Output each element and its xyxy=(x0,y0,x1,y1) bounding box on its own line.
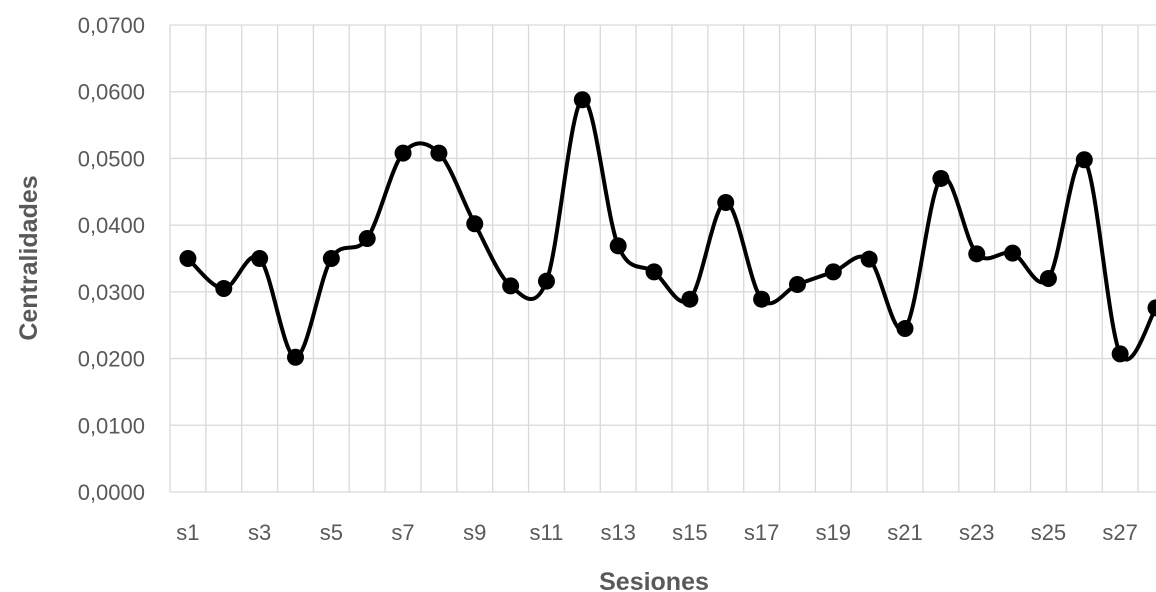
x-axis-ticks: s1 s3 s5 s7 s9 s11 s13 s15 s17 s19 s21 s23 s25 s27 xyxy=(176,520,1138,545)
data-point-s24 xyxy=(1004,244,1022,262)
y-tick-label: 0,0300 xyxy=(78,280,145,305)
x-tick-label: s9 xyxy=(463,520,486,545)
data-point-s17 xyxy=(753,290,771,308)
data-point-s10 xyxy=(502,277,520,295)
x-tick-label: s13 xyxy=(600,520,635,545)
data-point-s7 xyxy=(394,144,412,162)
y-tick-label: 0,0600 xyxy=(78,80,145,105)
data-point-s27 xyxy=(1111,345,1129,363)
x-tick-label: s15 xyxy=(672,520,707,545)
y-tick-label: 0,0400 xyxy=(78,213,145,238)
data-point-s20 xyxy=(860,250,878,268)
series-group xyxy=(179,91,1156,366)
data-point-s18 xyxy=(788,276,806,294)
data-point-s13 xyxy=(609,237,627,255)
x-tick-label: s23 xyxy=(959,520,994,545)
x-tick-label: s1 xyxy=(176,520,199,545)
data-point-s8 xyxy=(430,144,448,162)
data-point-s2 xyxy=(215,280,233,298)
data-point-s15 xyxy=(681,290,699,308)
data-point-s26 xyxy=(1075,151,1093,169)
x-tick-label: s7 xyxy=(391,520,414,545)
data-point-s28 xyxy=(1147,299,1156,317)
data-point-s23 xyxy=(968,245,986,263)
y-tick-label: 0,0500 xyxy=(78,146,145,171)
data-point-s11 xyxy=(537,272,555,290)
x-tick-label: s11 xyxy=(530,520,564,545)
x-tick-label: s25 xyxy=(1031,520,1066,545)
x-tick-label: s5 xyxy=(320,520,343,545)
data-point-s9 xyxy=(466,215,484,233)
x-tick-label: s17 xyxy=(744,520,779,545)
y-tick-label: 0,0200 xyxy=(78,347,145,372)
data-point-s3 xyxy=(251,250,269,267)
y-tick-label: 0,0700 xyxy=(78,13,145,38)
data-point-s5 xyxy=(322,250,340,267)
data-point-s6 xyxy=(358,229,376,247)
data-point-s16 xyxy=(717,193,735,211)
x-tick-label: s19 xyxy=(816,520,851,545)
y-axis-ticks: 0,0000 0,0100 0,0200 0,0300 0,0400 0,0500 0,06… xyxy=(78,13,145,505)
data-point-s21 xyxy=(896,320,914,338)
data-point-s12 xyxy=(573,91,591,109)
data-point-s19 xyxy=(824,263,842,281)
x-tick-label: s27 xyxy=(1102,520,1137,545)
data-point-s4 xyxy=(286,348,304,366)
x-tick-label: s3 xyxy=(248,520,271,545)
x-axis-title: Sesiones xyxy=(599,568,709,592)
y-tick-label: 0,0100 xyxy=(78,413,145,438)
data-point-s22 xyxy=(932,169,950,187)
x-tick-label: s21 xyxy=(887,520,922,545)
data-point-s14 xyxy=(645,263,663,281)
y-axis-title: Centralidades xyxy=(15,175,43,340)
data-point-s25 xyxy=(1039,270,1057,288)
y-tick-label: 0,0000 xyxy=(78,480,145,505)
data-point-s1 xyxy=(179,250,197,267)
